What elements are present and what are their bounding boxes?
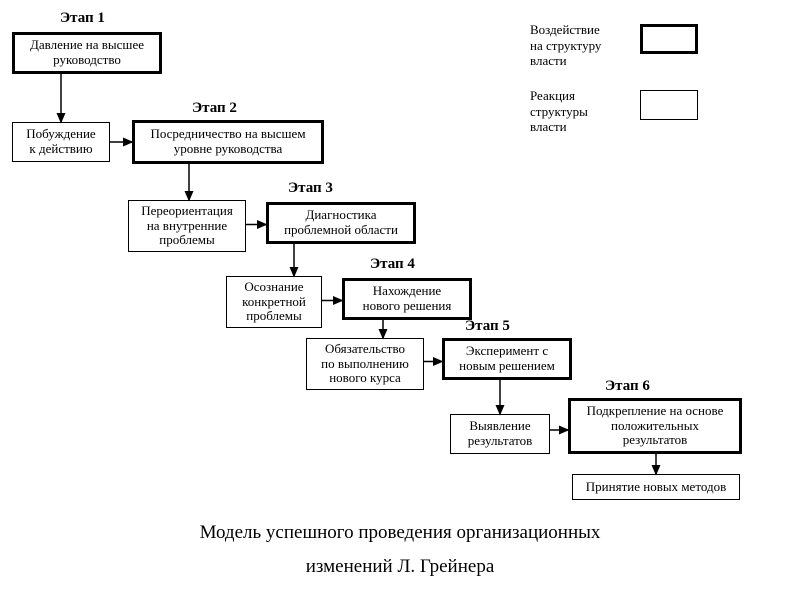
- node-awareness: Осознаниеконкретнойпроблемы: [226, 276, 322, 328]
- caption-line-1: Модель успешного проведения организацион…: [0, 522, 800, 544]
- diagram-canvas: { "meta": { "type": "flowchart", "backgr…: [0, 0, 800, 600]
- node-impulse-action: Побуждениек действию: [12, 122, 110, 162]
- node-diagnosis: Диагностикапроблемной области: [266, 202, 416, 244]
- node-commitment: Обязательствопо выполнениюнового курса: [306, 338, 424, 390]
- caption-line-2: изменений Л. Грейнера: [0, 556, 800, 578]
- stage-2-label: Этап 2: [192, 100, 237, 117]
- stage-4-label: Этап 4: [370, 256, 415, 273]
- legend-impact-text: Воздействиена структурувласти: [530, 22, 601, 69]
- stage-6-label: Этап 6: [605, 378, 650, 395]
- stage-1-label: Этап 1: [60, 10, 105, 27]
- node-new-solution: Нахождениенового решения: [342, 278, 472, 320]
- node-reorientation: Переориентацияна внутренниепроблемы: [128, 200, 246, 252]
- legend-reaction-text: Реакцияструктурывласти: [530, 88, 588, 135]
- stage-5-label: Этап 5: [465, 318, 510, 335]
- stage-3-label: Этап 3: [288, 180, 333, 197]
- legend-impact-box: [640, 24, 698, 54]
- node-reinforcement: Подкрепление на основеположительныхрезул…: [568, 398, 742, 454]
- node-reveal-results: Выявлениерезультатов: [450, 414, 550, 454]
- legend-reaction-box: [640, 90, 698, 120]
- node-experiment: Эксперимент сновым решением: [442, 338, 572, 380]
- node-mediation: Посредничество на высшемуровне руководст…: [132, 120, 324, 164]
- node-adopt-methods: Принятие новых методов: [572, 474, 740, 500]
- node-pressure: Давление на высшееруководство: [12, 32, 162, 74]
